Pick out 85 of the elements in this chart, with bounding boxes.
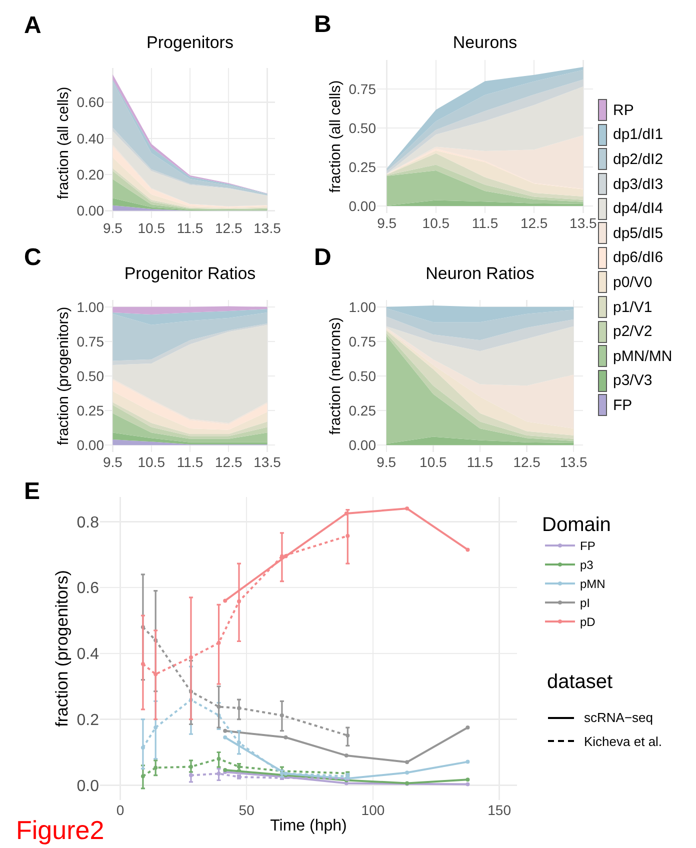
y-tick-label: 0.60 xyxy=(76,94,104,110)
x-tick-label: 12.5 xyxy=(215,220,242,236)
y-axis-title: fraction (neurons) xyxy=(327,317,344,435)
legend-label: dp1/dI1 xyxy=(613,126,664,144)
y-tick-label: 0.2 xyxy=(76,712,100,729)
y-axis-title: fraction (progenitors) xyxy=(52,570,72,727)
chart-title: Neuron Ratios xyxy=(426,264,534,283)
y-tick-label: 0.50 xyxy=(348,120,376,136)
x-tick-label: 9.5 xyxy=(377,215,397,231)
text: D xyxy=(314,244,332,271)
legend-title: Domain xyxy=(542,514,611,536)
y-tick-label: 0.75 xyxy=(76,333,104,350)
y-tick-label: 0.0 xyxy=(76,778,100,795)
y-tick-label: 0.00 xyxy=(76,202,104,219)
y-axis-title: fraction (progenitors) xyxy=(55,306,72,446)
text: E xyxy=(24,478,40,505)
legend-label: p0/V0 xyxy=(613,274,652,291)
text: B xyxy=(314,11,332,38)
x-tick-label: 12.5 xyxy=(520,215,548,231)
legend-label: FP xyxy=(580,539,596,554)
text: dataset xyxy=(547,671,614,693)
x-tick-label: 150 xyxy=(488,802,512,818)
legend-label: dp5/dI5 xyxy=(613,224,664,242)
chart-title: Progenitor Ratios xyxy=(124,264,256,283)
legend-label: dp6/dI6 xyxy=(613,249,664,266)
x-tick-label: 10.5 xyxy=(138,220,166,236)
y-tick-label: 0.00 xyxy=(348,198,376,214)
chart-title: Neurons xyxy=(452,32,518,52)
legend-label: p3 xyxy=(580,558,594,572)
legend-label: FP xyxy=(613,396,632,414)
x-tick-label: 13.5 xyxy=(254,454,282,470)
x-tick-label: 0 xyxy=(116,802,124,818)
y-tick-label: 0.8 xyxy=(76,514,100,532)
x-tick-label: 11.5 xyxy=(176,220,204,236)
y-tick-label: 1.00 xyxy=(76,298,104,315)
y-tick-label: 0.75 xyxy=(348,333,376,350)
x-tick-label: 100 xyxy=(361,802,385,818)
x-tick-label: 11.5 xyxy=(466,454,494,470)
y-tick-label: 1.00 xyxy=(348,298,376,315)
legend-label: pI xyxy=(580,596,590,610)
x-tick-label: 10.5 xyxy=(422,215,450,231)
caption: Figure2 xyxy=(16,815,104,845)
y-tick-label: 0.00 xyxy=(348,436,376,453)
legend-label: pMN xyxy=(580,577,606,592)
legend-label: pMN/MN xyxy=(613,348,672,365)
chart-title: Progenitors xyxy=(146,32,234,52)
x-tick-label: 10.5 xyxy=(138,454,166,470)
x-tick-label: 9.5 xyxy=(376,454,396,470)
y-axis-title: fraction (all cells) xyxy=(327,80,344,193)
legend-label: p1/V1 xyxy=(613,298,652,316)
y-tick-label: 0.50 xyxy=(348,368,376,384)
x-tick-label: 13.5 xyxy=(254,220,282,236)
y-tick-label: 0.75 xyxy=(348,80,376,97)
text: C xyxy=(24,244,42,271)
text: Kicheva et al. xyxy=(584,734,662,749)
x-tick-label: 13.5 xyxy=(570,215,598,231)
legend-label: dp2/dI2 xyxy=(613,150,664,168)
y-tick-label: 0.00 xyxy=(76,436,104,453)
y-tick-label: 0.25 xyxy=(348,158,376,175)
y-tick-label: 0.25 xyxy=(76,402,104,418)
x-tick-label: 9.5 xyxy=(102,454,123,470)
y-tick-label: 0.6 xyxy=(76,580,100,598)
x-tick-label: 11.5 xyxy=(472,215,498,231)
x-tick-label: 13.5 xyxy=(560,454,588,470)
legend-label: dp3/dI3 xyxy=(613,176,664,193)
x-tick-label: 12.5 xyxy=(215,454,242,470)
y-tick-label: 0.4 xyxy=(76,646,100,664)
text: A xyxy=(24,12,42,39)
y-tick-label: 0.25 xyxy=(348,402,376,418)
legend-label: RP xyxy=(613,102,634,119)
y-tick-label: 0.20 xyxy=(76,166,104,183)
y-tick-label: 0.50 xyxy=(76,368,104,384)
x-tick-label: 50 xyxy=(238,802,255,818)
legend-label: pD xyxy=(580,615,596,630)
y-tick-label: 0.40 xyxy=(76,130,104,146)
x-tick-label: 11.5 xyxy=(176,454,204,470)
legend-label: p2/V2 xyxy=(613,323,652,340)
x-axis-title: Time (hph) xyxy=(270,818,347,835)
text: scRNA−seq xyxy=(584,710,653,725)
legend-label: dp4/dI4 xyxy=(613,200,664,218)
legend-label: p3/V3 xyxy=(613,372,652,390)
x-tick-label: 9.5 xyxy=(102,220,123,236)
y-axis-title: fraction (all cells) xyxy=(55,86,72,200)
x-tick-label: 10.5 xyxy=(420,454,448,470)
x-tick-label: 12.5 xyxy=(513,454,541,470)
